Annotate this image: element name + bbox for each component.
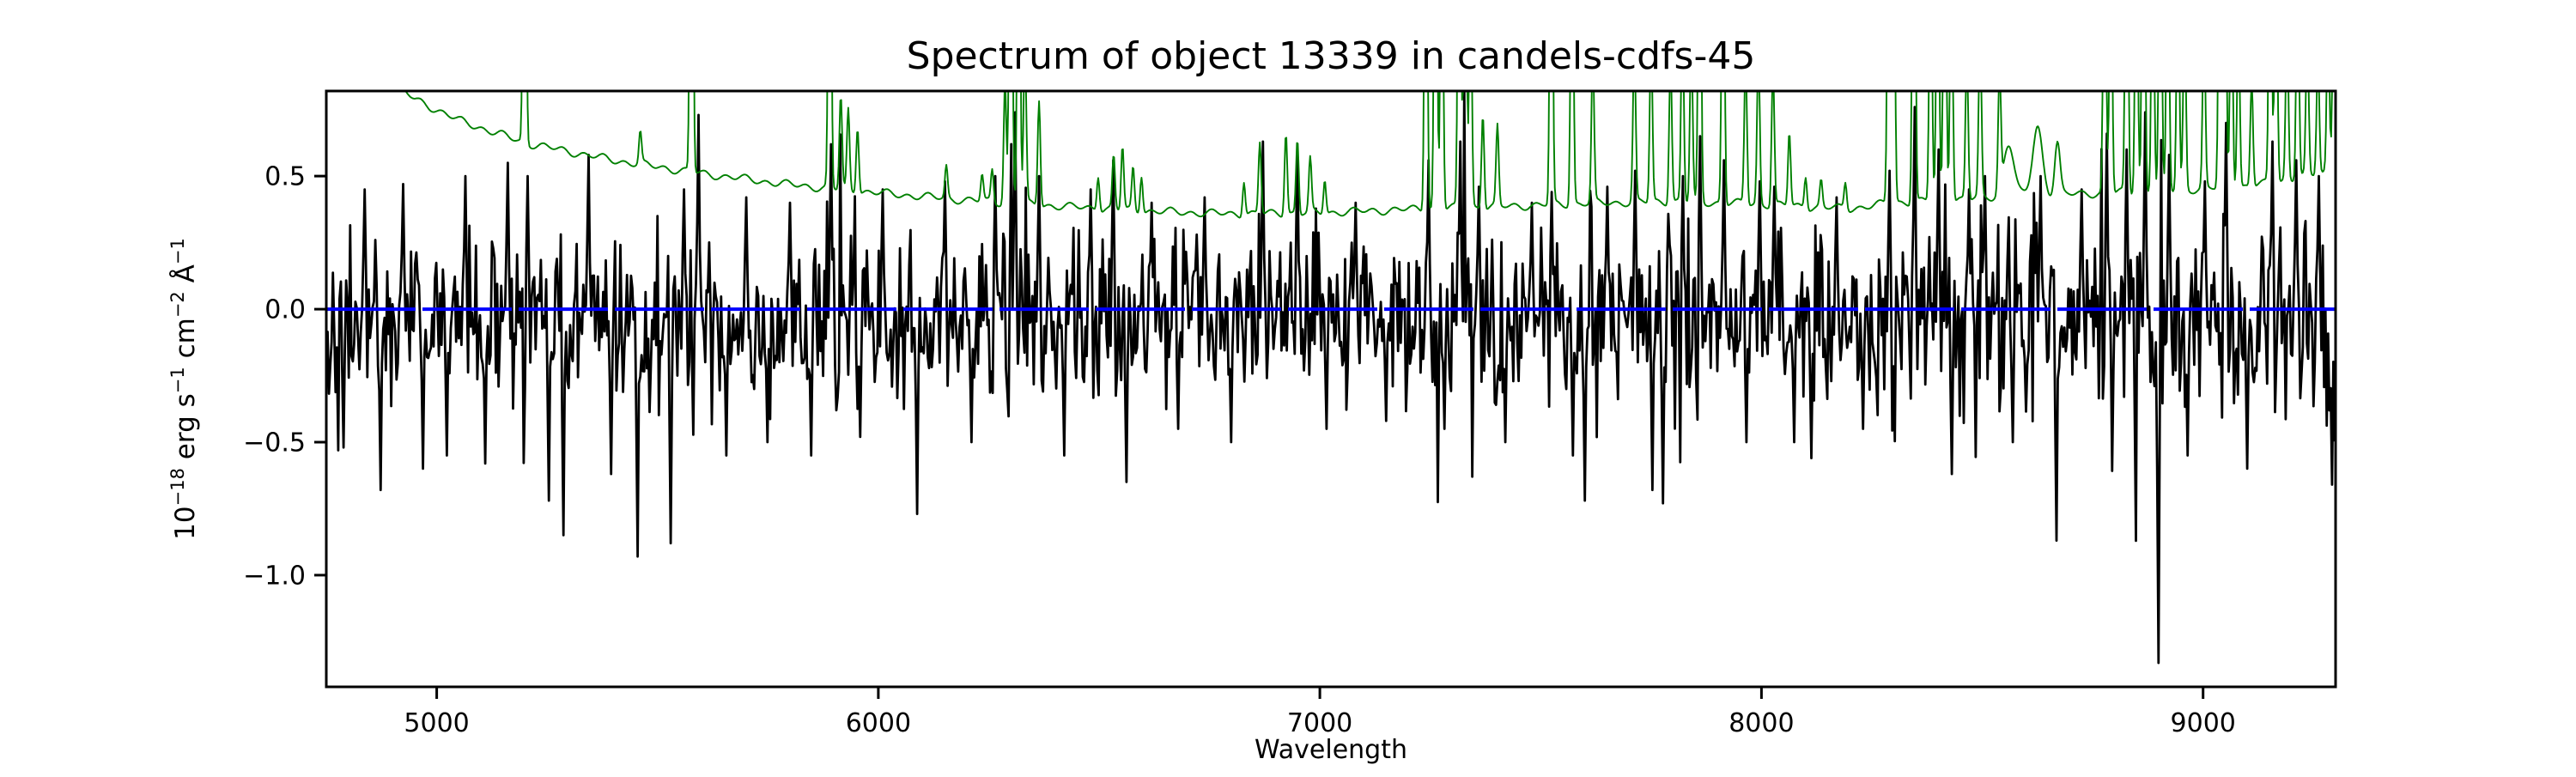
y-axis-label: 10−18 erg s−1 cm−2 Å−1 bbox=[167, 238, 201, 540]
flux-spectrum-line bbox=[326, 91, 2336, 665]
chart-title: Spectrum of object 13339 in candels-cdfs… bbox=[907, 34, 1756, 78]
plot-area bbox=[326, 91, 2336, 665]
axes-border bbox=[325, 89, 2337, 689]
axis-ticks bbox=[314, 174, 2205, 699]
y-tick-label: −0.5 bbox=[243, 428, 306, 458]
x-tick-label: 5000 bbox=[404, 708, 469, 738]
y-tick-label: 0.5 bbox=[264, 162, 306, 192]
x-tick-label: 8000 bbox=[1728, 708, 1794, 738]
y-tick-label: 0.0 bbox=[264, 295, 306, 325]
x-tick-label: 9000 bbox=[2171, 708, 2236, 738]
axis-tick-labels: 5000 6000 7000 8000 9000 0.5 0.0 −0.5 −1.0 bbox=[243, 162, 2236, 738]
noise-spectrum-line bbox=[404, 91, 2336, 219]
y-tick-label: −1.0 bbox=[243, 561, 306, 591]
x-tick-label: 7000 bbox=[1287, 708, 1352, 738]
x-axis-label: Wavelength bbox=[1255, 735, 1407, 765]
x-tick-label: 6000 bbox=[846, 708, 911, 738]
